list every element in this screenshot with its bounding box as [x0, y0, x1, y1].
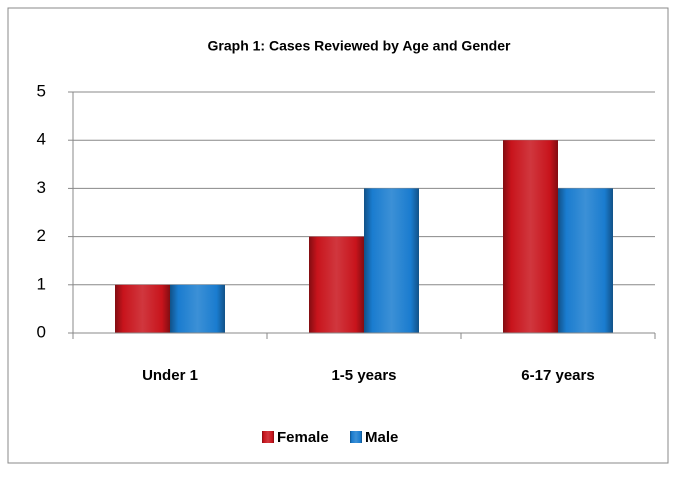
legend-swatch: [262, 431, 274, 443]
bar: [364, 188, 419, 333]
x-tick-label: Under 1: [142, 367, 198, 384]
x-tick-label: 1-5 years: [331, 367, 396, 384]
y-tick-label: 3: [37, 178, 46, 197]
chart-title: Graph 1: Cases Reviewed by Age and Gende…: [208, 38, 511, 54]
x-tick-label: 6-17 years: [521, 367, 594, 384]
legend-label: Male: [365, 429, 398, 446]
y-tick-label: 5: [37, 81, 46, 100]
bar: [170, 284, 225, 333]
legend-swatch: [350, 431, 362, 443]
bar: [115, 284, 170, 333]
y-tick-label: 2: [37, 226, 46, 245]
bar: [558, 188, 613, 333]
y-tick-label: 4: [37, 130, 46, 149]
y-tick-label: 1: [37, 274, 46, 293]
bar: [309, 236, 364, 333]
y-tick-label: 0: [37, 322, 46, 341]
legend-label: Female: [277, 429, 329, 446]
bar: [503, 140, 558, 333]
